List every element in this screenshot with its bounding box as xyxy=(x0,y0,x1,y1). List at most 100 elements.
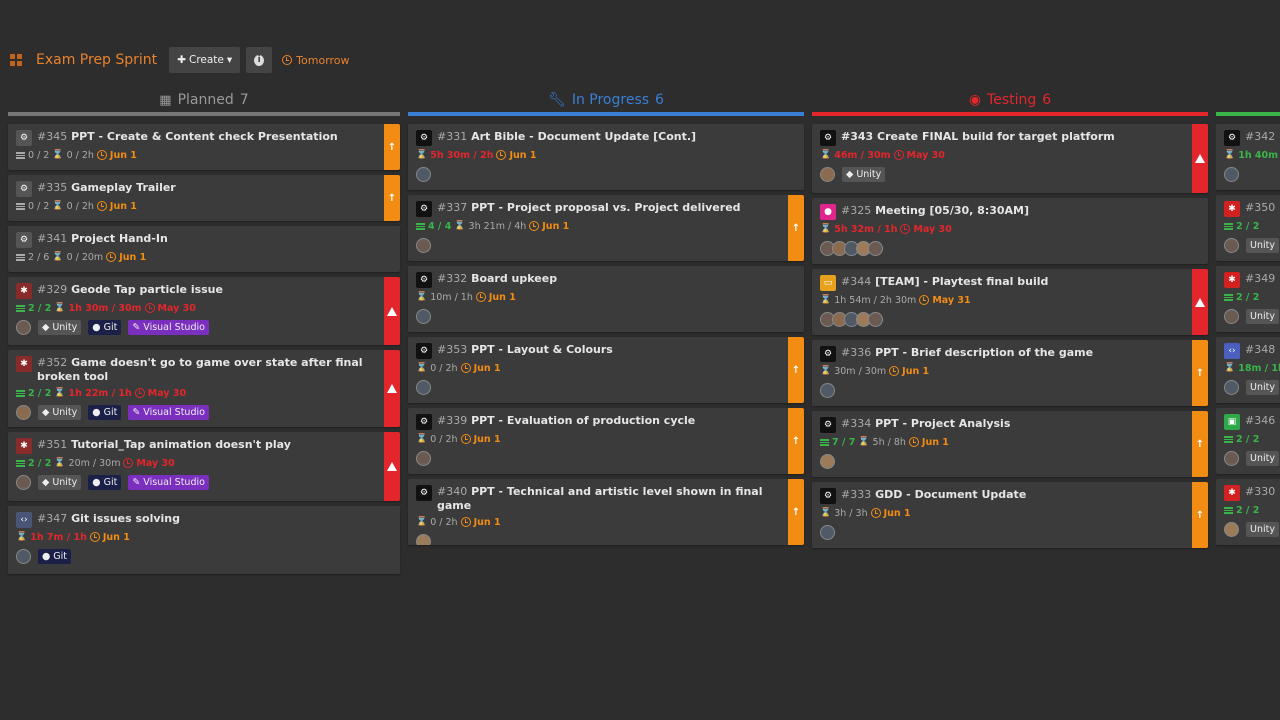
task-card[interactable]: ⚙ #332 Board upkeep ⌛ 10m / 1h Jun 1 xyxy=(408,266,804,332)
tag-unity[interactable]: ◆ Unity xyxy=(38,404,82,420)
priority-ribbon: ↑ xyxy=(384,124,400,170)
clock-icon xyxy=(460,517,471,527)
tag-git[interactable]: ● Git xyxy=(88,404,122,420)
subtasks-icon xyxy=(1224,506,1233,514)
task-card[interactable]: ✱ #351 Tutorial_Tap animation doesn't pla… xyxy=(8,432,400,501)
create-button[interactable]: ✚ Create ▾ xyxy=(169,47,241,73)
tag-unity[interactable]: Unity xyxy=(1246,521,1279,537)
avatar[interactable] xyxy=(416,533,431,545)
task-card[interactable]: ⚙ #343 Create FINAL build for target plat… xyxy=(812,124,1208,193)
avatar[interactable] xyxy=(1224,308,1239,324)
task-card[interactable]: ✱ #329 Geode Tap particle issue 2 / 2 ⌛ 1h … xyxy=(8,277,400,345)
hourglass-icon: ⌛ xyxy=(54,388,66,398)
clock-icon xyxy=(106,252,117,262)
column-bar xyxy=(812,112,1208,116)
task-card[interactable]: ✱ #350 2 / 2 Unity xyxy=(1216,195,1280,261)
info-button[interactable]: i xyxy=(246,47,273,73)
subtasks-icon xyxy=(1224,222,1233,230)
hourglass-icon: ⌛ xyxy=(416,363,428,373)
task-card[interactable]: ✱ #352 Game doesn't go to game over state… xyxy=(8,350,400,427)
tag-unity[interactable]: Unity xyxy=(1246,237,1279,253)
column-bar xyxy=(8,112,400,116)
task-card[interactable]: ⚙ #341 Project Hand-In 2 / 6 ⌛ 0 / 20m Jun 1 xyxy=(8,226,400,272)
hourglass-icon: ⌛ xyxy=(52,201,64,211)
clock-icon xyxy=(529,221,540,231)
avatar[interactable] xyxy=(1224,379,1239,395)
tag-unity[interactable]: ◆ Unity xyxy=(38,319,82,335)
avatar[interactable] xyxy=(16,548,31,564)
avatar[interactable] xyxy=(16,474,31,490)
tag-unity[interactable]: Unity xyxy=(1246,379,1279,395)
bug-icon: ✱ xyxy=(16,356,32,372)
hourglass-icon: ⌛ xyxy=(820,150,832,160)
task-card[interactable]: ▣ #346 2 / 2 Unity xyxy=(1216,408,1280,474)
avatar[interactable] xyxy=(820,382,835,398)
avatar[interactable] xyxy=(1224,166,1239,182)
task-card[interactable]: ⚙ #353 PPT - Layout & Colours ⌛ 0 / 2h Jun … xyxy=(408,337,804,403)
avatar[interactable] xyxy=(868,240,883,256)
priority-ribbon: ↑ xyxy=(1192,411,1208,477)
avatar[interactable] xyxy=(820,166,835,182)
tag-git[interactable]: ● Git xyxy=(38,548,72,564)
tag-visual-studio[interactable]: ✎ Visual Studio xyxy=(128,474,209,490)
subtasks-icon xyxy=(416,222,425,230)
task-card[interactable]: ⚙ #339 PPT - Evaluation of production cyc… xyxy=(408,408,804,474)
tag-visual-studio[interactable]: ✎ Visual Studio xyxy=(128,404,209,420)
task-card[interactable]: ● #325 Meeting [05/30, 8:30AM] ⌛ 5h 32m / … xyxy=(812,198,1208,264)
task-card[interactable]: ‹›#348 ⌛18m / 1h Unity xyxy=(1216,337,1280,403)
avatar[interactable] xyxy=(1224,450,1239,466)
pencil-icon: ✎ xyxy=(132,321,141,333)
task-card[interactable]: ⚙ #336 PPT - Brief description of the gam… xyxy=(812,340,1208,406)
avatar-group xyxy=(820,311,883,327)
tag-git[interactable]: ● Git xyxy=(88,319,122,335)
tag-git[interactable]: ● Git xyxy=(88,474,122,490)
bug-icon: ✱ xyxy=(1224,485,1240,501)
avatar[interactable] xyxy=(820,524,835,540)
task-card[interactable]: ⚙#342 ⌛1h 40m / 1h xyxy=(1216,124,1280,190)
task-card[interactable]: ⚙ #331 Art Bible - Document Update [Cont.… xyxy=(408,124,804,190)
avatar[interactable] xyxy=(416,450,431,466)
tag-unity[interactable]: Unity xyxy=(1246,450,1279,466)
task-card[interactable]: ▭ #344 [TEAM] - Playtest final build ⌛ 1h … xyxy=(812,269,1208,335)
avatar[interactable] xyxy=(416,379,431,395)
gear-icon: ⚙ xyxy=(416,201,432,217)
priority-ribbon xyxy=(384,432,400,501)
avatar[interactable] xyxy=(416,237,431,253)
clock-icon xyxy=(900,224,911,234)
tag-unity[interactable]: Unity xyxy=(1246,308,1279,324)
task-card[interactable]: ⚙ #345 PPT - Create & Content check Prese… xyxy=(8,124,400,170)
avatar[interactable] xyxy=(16,404,31,420)
github-icon: ● xyxy=(92,406,101,418)
avatar[interactable] xyxy=(16,319,31,335)
tag-icon: ◆ xyxy=(42,321,50,333)
tag-unity[interactable]: ◆ Unity xyxy=(842,166,886,182)
avatar[interactable] xyxy=(416,166,431,182)
sprint-due-date[interactable]: Tomorrow xyxy=(282,54,350,67)
avatar[interactable] xyxy=(820,453,835,469)
task-card[interactable]: ‹› #347 Git issues solving ⌛ 1h 7m / 1h Jun… xyxy=(8,506,400,574)
avatar[interactable] xyxy=(416,308,431,324)
task-card[interactable]: ✱ #349 2 / 2 Unity xyxy=(1216,266,1280,332)
task-card[interactable]: ⚙ #337 PPT - Project proposal vs. Project… xyxy=(408,195,804,261)
gear-icon: ⚙ xyxy=(820,346,836,362)
avatar[interactable] xyxy=(1224,521,1239,537)
hourglass-icon: ⌛ xyxy=(16,532,28,542)
github-icon: ● xyxy=(92,476,101,488)
bug-icon: ✱ xyxy=(1224,272,1240,288)
avatar[interactable] xyxy=(868,311,883,327)
tag-unity[interactable]: ◆ Unity xyxy=(38,474,82,490)
avatar[interactable] xyxy=(1224,237,1239,253)
tag-icon: ◆ xyxy=(42,476,50,488)
task-card[interactable]: ⚙ #333 GDD - Document Update ⌛ 3h / 3h Jun … xyxy=(812,482,1208,548)
subtasks-icon xyxy=(1224,293,1233,301)
tag-visual-studio[interactable]: ✎ Visual Studio xyxy=(128,319,209,335)
task-card[interactable]: ⚙ #340 PPT - Technical and artistic level… xyxy=(408,479,804,545)
task-card[interactable]: ✱ #330 2 / 2 Unity xyxy=(1216,479,1280,545)
board-title[interactable]: Exam Prep Sprint xyxy=(36,52,158,68)
gear-icon: ⚙ xyxy=(416,343,432,359)
priority-ribbon xyxy=(1192,269,1208,335)
gear-icon: ⚙ xyxy=(416,130,432,146)
task-card[interactable]: ⚙ #335 Gameplay Trailer 0 / 2 ⌛ 0 / 2h Jun 1… xyxy=(8,175,400,221)
task-card[interactable]: ⚙ #334 PPT - Project Analysis 7 / 7 ⌛ 5h / … xyxy=(812,411,1208,477)
clock-icon xyxy=(475,292,486,302)
